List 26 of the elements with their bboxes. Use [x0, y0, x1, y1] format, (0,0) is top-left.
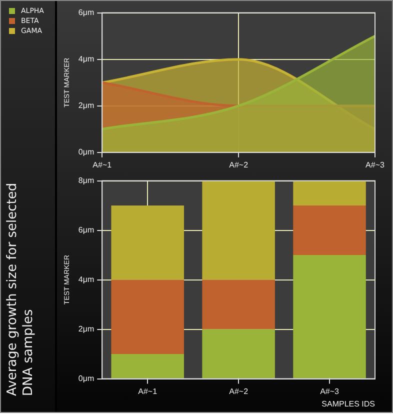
text: Average growth size for selected DNA samples — [5, 182, 37, 396]
y-tick-label: 2μm — [78, 101, 94, 110]
bar — [111, 206, 184, 280]
bar — [202, 180, 275, 280]
y-tick-label: 6μm — [78, 8, 94, 18]
x-tick-label: A#~3 — [320, 386, 340, 396]
bar — [293, 180, 366, 206]
bar — [293, 255, 366, 378]
bar — [111, 354, 184, 378]
y-tick-label: 4μm — [78, 275, 94, 284]
y-tick-label: 0μm — [78, 374, 94, 384]
y-tick-label: 2μm — [78, 324, 94, 334]
x-tick-label: A#~1 — [138, 386, 158, 396]
y-tick-label: 8μm — [78, 176, 94, 186]
y-tick-label: 4μm — [78, 54, 94, 64]
bar — [111, 280, 184, 354]
x-tick-label: A#~2 — [229, 160, 249, 170]
bar — [293, 206, 366, 256]
x-tick-label: A#~3 — [366, 160, 386, 170]
x-tick-label: A#~2 — [229, 386, 249, 396]
x-axis-title: SAMPLES IDS — [322, 399, 375, 408]
y-tick-label: 0μm — [78, 148, 94, 157]
y-tick-label: 6μm — [78, 226, 94, 235]
bar — [202, 280, 275, 330]
bar — [202, 329, 275, 378]
x-tick-label: A#~1 — [92, 160, 112, 170]
